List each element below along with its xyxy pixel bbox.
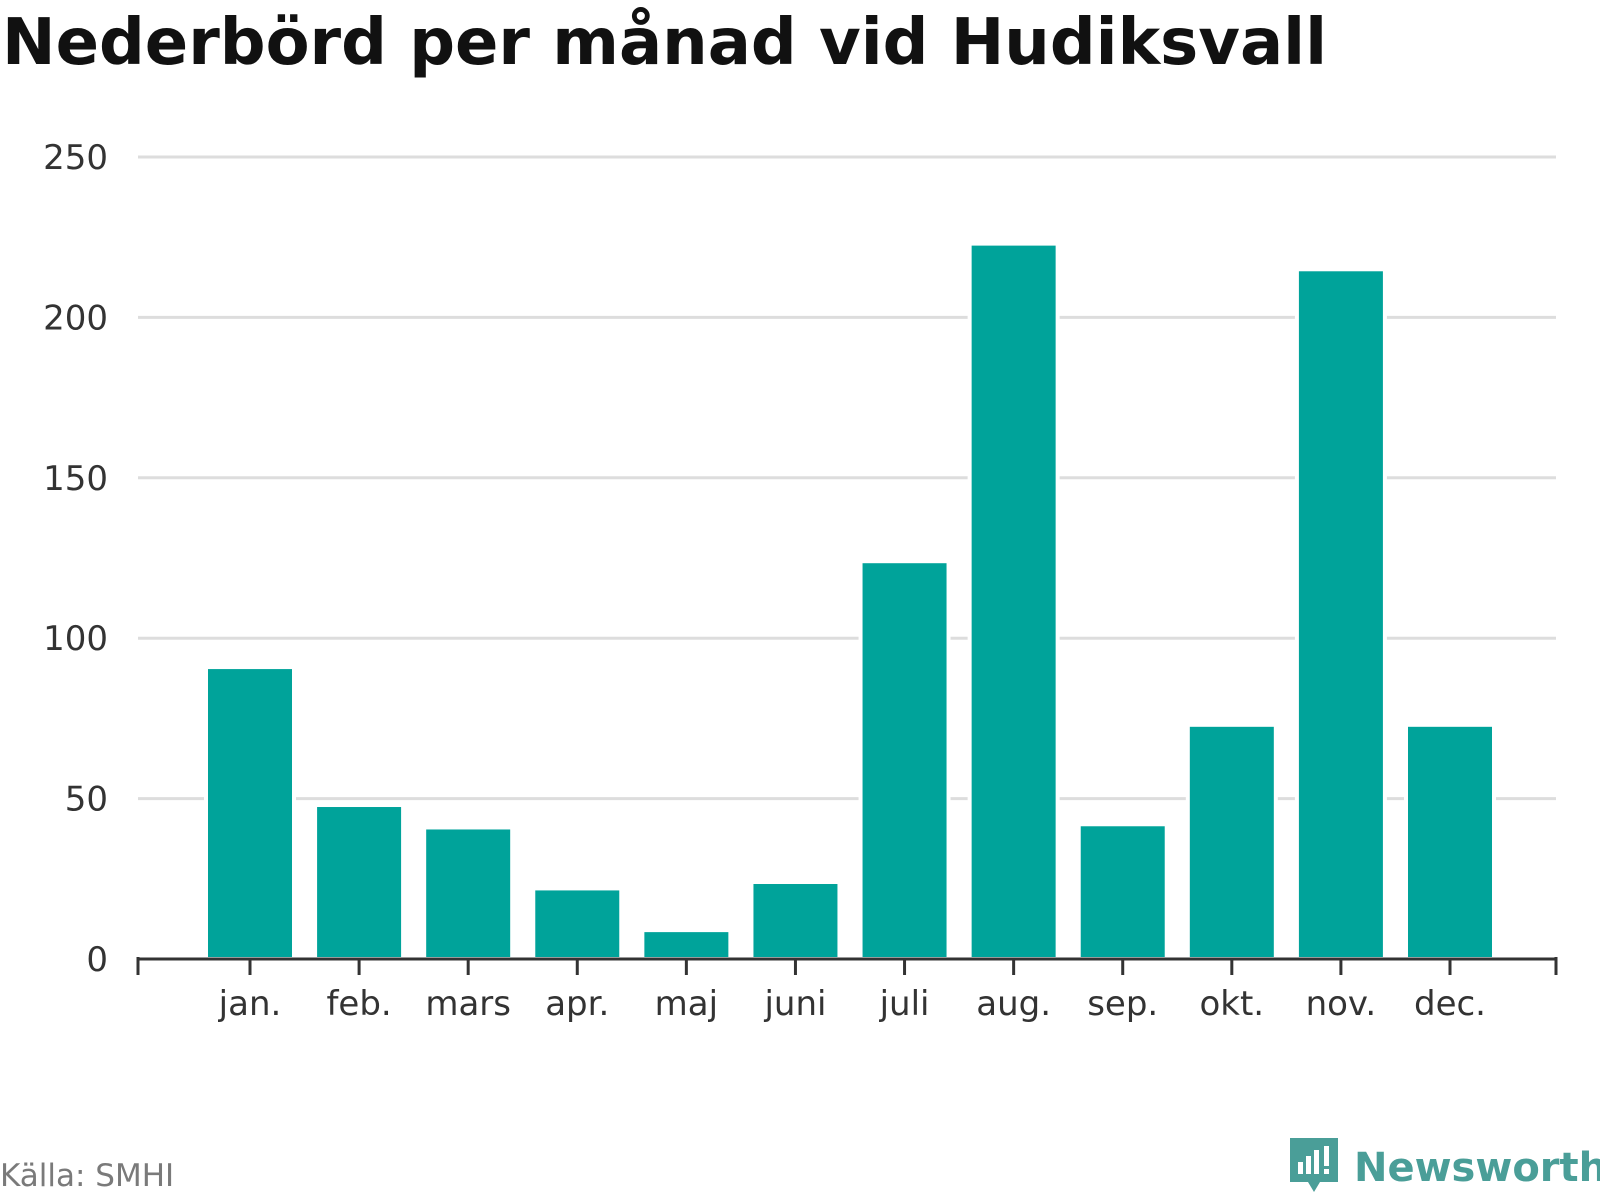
y-tick-labels: 0 50 100 150 200 250 [43,138,108,980]
bar-okt [1185,722,1278,961]
brand-logo: Newsworthy [1290,1138,1600,1198]
x-tick-labels: jan. feb. mars apr. maj juni juli aug. sep. okt. n… [218,984,1486,1024]
bar-apr [531,886,624,962]
x-tick-label: juni [763,984,826,1024]
bar-nov [1294,267,1387,961]
y-tick-label: 150 [43,459,108,499]
bar-jan [204,665,296,962]
newsworthy-logo-icon [1290,1138,1338,1192]
x-tick-label: juli [879,984,930,1024]
y-tick-label: 200 [43,298,108,338]
bar-sep [1076,822,1169,961]
x-tick-label: maj [655,984,718,1024]
x-tick-label: mars [425,984,511,1024]
x-tick-label: feb. [326,984,391,1024]
x-tick-label: nov. [1306,984,1377,1024]
bar-aug [967,241,1060,961]
y-tick-label: 250 [43,138,108,178]
x-tick-label: apr. [545,984,609,1024]
x-tick-label: okt. [1199,984,1264,1024]
brand-name: Newsworthy [1354,1145,1600,1191]
x-tick-label: jan. [218,984,282,1024]
bar-dec [1404,722,1496,961]
y-tick-label: 0 [86,940,108,980]
y-tick-label: 50 [65,780,108,820]
x-tick-label: sep. [1087,984,1158,1024]
chart-title: Nederbörd per månad vid Hudiksvall [2,6,1328,80]
x-tick-label: aug. [976,984,1051,1024]
bar-mars [422,825,515,961]
source-note: Källa: SMHI [0,1158,175,1194]
y-tick-label: 100 [43,619,108,659]
x-axis [136,957,1558,975]
bar-maj [640,928,733,961]
bars [204,241,1496,962]
bar-feb [313,803,406,961]
x-tick-label: dec. [1414,984,1486,1024]
bar-juli [858,559,951,961]
bar-juni [749,880,842,961]
